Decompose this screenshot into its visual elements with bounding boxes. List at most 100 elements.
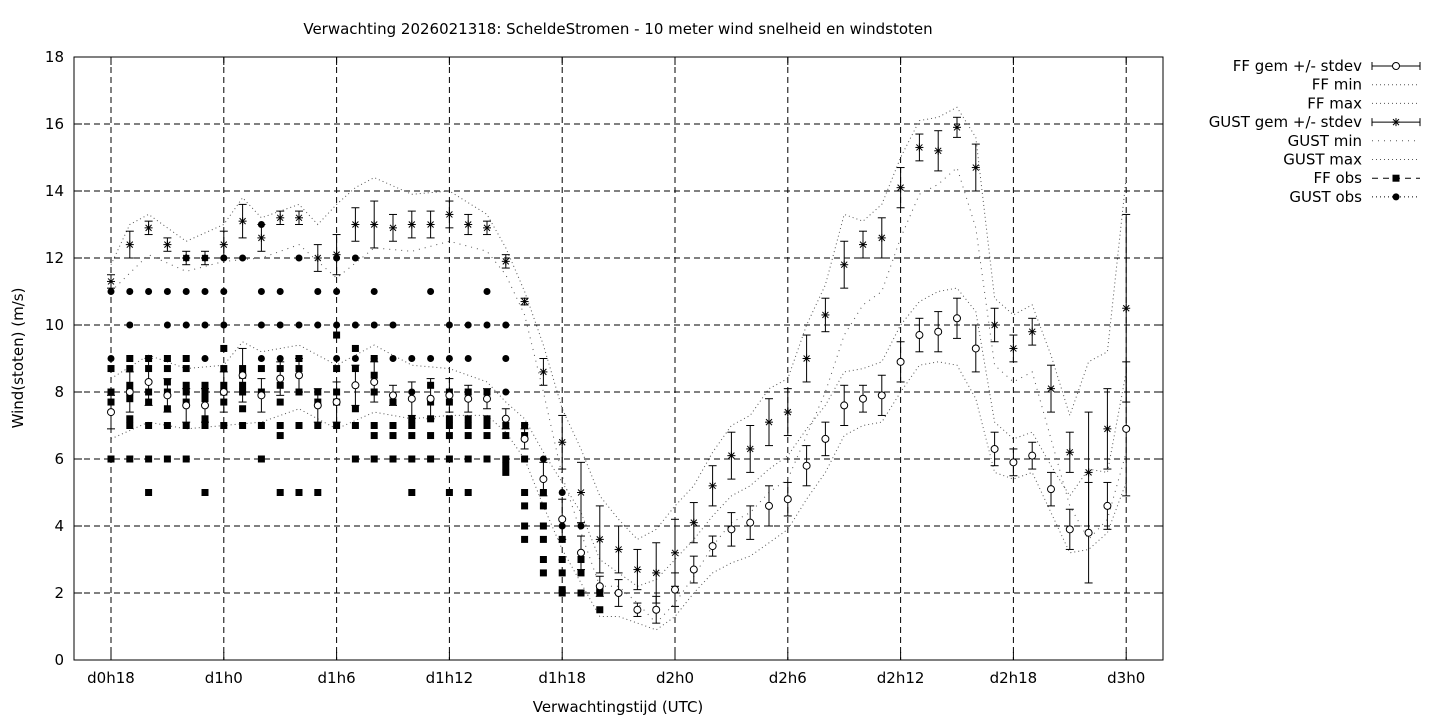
gust-mean-point <box>1047 384 1055 393</box>
star-stroke <box>502 257 510 265</box>
ff-obs-point <box>163 365 171 373</box>
gust-obs-point <box>351 321 359 329</box>
ff-mean-point <box>201 401 209 410</box>
gust-mean-point <box>577 488 585 497</box>
ff-mean-point <box>558 515 567 524</box>
ff-mean-point <box>990 444 999 453</box>
gust-mean-point <box>257 233 266 242</box>
ff-obs-point <box>126 422 134 429</box>
ff-obs-point <box>257 422 265 429</box>
gust-obs-point <box>314 288 322 295</box>
ff-mean-point <box>1047 485 1055 494</box>
star-stroke <box>784 408 792 416</box>
gust-mean-point <box>520 297 529 306</box>
y-axis-label: Wind(stoten) (m/s) <box>9 288 27 429</box>
ff-obs-point <box>483 422 491 429</box>
ff-obs-point <box>408 415 416 423</box>
star-stroke <box>1104 425 1111 433</box>
star-stroke <box>634 566 641 573</box>
star-stroke <box>652 569 660 577</box>
gust-mean-point <box>107 277 115 286</box>
gust-mean-point <box>633 565 642 574</box>
star-stroke <box>333 251 340 259</box>
ff-mean-point <box>840 401 849 410</box>
gust-mean-point <box>501 257 510 266</box>
gust-obs-point <box>163 288 171 295</box>
star-stroke <box>577 489 585 496</box>
x-tick-label: d1h0 <box>205 669 243 687</box>
star-stroke <box>220 241 228 248</box>
ff-obs-point <box>370 455 378 463</box>
x-tick-label: d2h0 <box>656 669 694 687</box>
ff-obs-point <box>163 455 171 463</box>
ff-obs-point <box>427 432 435 440</box>
gust-mean-point <box>1028 327 1037 336</box>
star-stroke <box>483 224 491 232</box>
ff-mean-point <box>1084 528 1093 537</box>
gust-mean-point <box>1103 424 1112 433</box>
star-stroke <box>521 298 528 305</box>
gust-obs-point <box>483 288 491 295</box>
star-stroke <box>878 234 886 242</box>
ff-obs-point <box>539 569 547 577</box>
ff-obs-point <box>201 381 209 389</box>
ff-mean-point <box>332 398 341 407</box>
ff-obs-point <box>276 489 284 496</box>
ff-obs-point <box>521 522 529 530</box>
y-tick-label: 2 <box>54 584 64 602</box>
star-stroke <box>540 368 547 376</box>
ff-mean-point <box>464 394 473 403</box>
ff-mean-point <box>445 391 454 400</box>
ff-obs-point <box>107 388 115 396</box>
ff-mean-point <box>877 391 886 400</box>
star-stroke <box>897 184 904 192</box>
ff-obs-point <box>577 569 585 577</box>
ff-obs-point <box>502 432 510 440</box>
gust-mean-point <box>144 223 153 232</box>
ff-mean-point <box>539 475 548 484</box>
ff-obs-point <box>389 455 397 463</box>
ff-mean-point <box>802 461 811 470</box>
ff-mean-point <box>953 314 961 323</box>
star-stroke <box>953 123 961 131</box>
ff-obs-point <box>107 455 115 463</box>
gust-mean-point <box>877 233 886 242</box>
gust-obs-point <box>539 455 547 463</box>
ff-obs-point <box>276 422 284 429</box>
x-tick-label: d0h18 <box>87 669 135 687</box>
ff-mean-point <box>125 388 134 396</box>
legend-label: FF gem +/- stdev <box>1233 57 1362 75</box>
ff-min-line <box>110 361 1127 631</box>
ff-obs-point <box>220 344 228 352</box>
gust-mean-point <box>783 408 792 417</box>
ff-obs-point <box>521 489 529 496</box>
ff-obs-point <box>464 489 472 496</box>
star-stroke <box>709 482 716 490</box>
ff-mean-point <box>295 371 303 380</box>
y-tick-label: 10 <box>45 316 64 334</box>
legend-marker <box>1392 193 1400 201</box>
ff-obs-point <box>220 422 228 429</box>
gust-mean-point <box>295 213 303 222</box>
gust-mean-point <box>163 240 172 249</box>
gust-obs-point <box>220 288 228 295</box>
star-stroke <box>972 164 980 171</box>
ff-obs-point <box>464 422 472 429</box>
star-stroke <box>746 445 754 453</box>
ff-obs-point <box>126 355 134 362</box>
axes: 0 2 4 6 8 10 12 14 16 18 d0h18 d1h0 d1h6 d1h12 d1h18 d2… <box>45 48 1163 687</box>
ff-obs-point <box>483 432 491 440</box>
gust-mean-point <box>389 223 397 232</box>
ff-mean-point <box>351 381 360 390</box>
star-stroke <box>1085 469 1092 476</box>
gust-obs-point <box>464 355 472 362</box>
star-stroke <box>145 224 152 232</box>
ff-obs-point <box>445 415 453 423</box>
ff-mean-point <box>896 357 905 366</box>
star-stroke <box>1392 118 1400 126</box>
ff-mean-point <box>1122 424 1131 433</box>
x-tick-label: d1h12 <box>426 669 474 687</box>
gust-mean-point <box>896 183 905 192</box>
star-stroke <box>671 549 679 557</box>
gust-obs-point <box>276 321 284 329</box>
